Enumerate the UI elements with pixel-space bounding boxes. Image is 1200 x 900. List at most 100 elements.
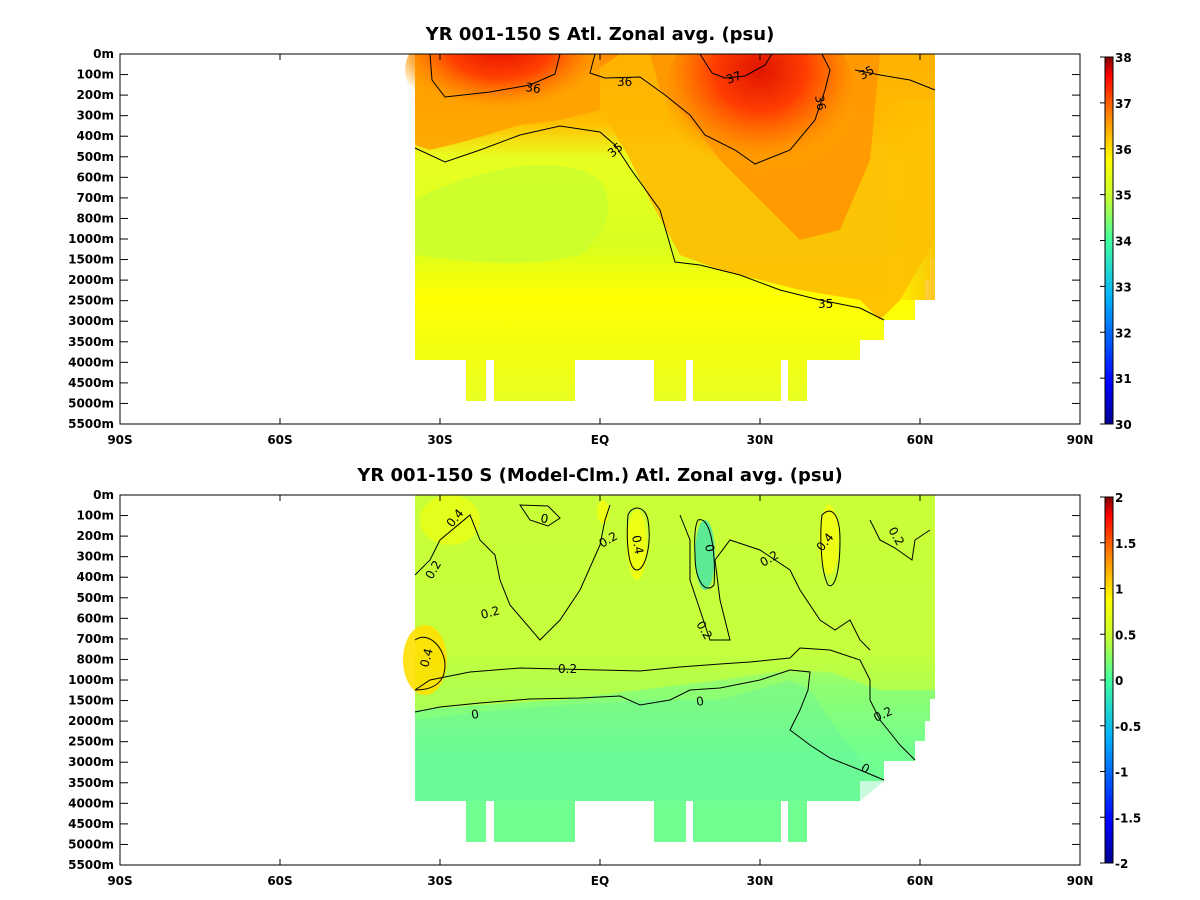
contour-0.4-ne — [820, 510, 841, 587]
colorbar-tick-label: 31 — [1115, 372, 1132, 386]
positive-bias-band — [415, 495, 935, 710]
y-tick-label: 4500m — [68, 817, 114, 831]
contour-0-small — [519, 504, 561, 527]
contour-0.2-mid — [679, 514, 871, 651]
contour-label: 0.2 — [558, 662, 577, 676]
x-tick-label: 90S — [107, 874, 132, 888]
x-tick-label: 90N — [1067, 874, 1094, 888]
colorbar-gradient — [1104, 56, 1114, 425]
colorbar-tick-label: -2 — [1115, 857, 1128, 871]
y-tick-label: 400m — [76, 129, 114, 143]
contour-label: 36 — [617, 75, 632, 89]
x-tick-label: 60S — [267, 433, 292, 447]
contour-0.2-ne — [869, 519, 931, 561]
anomaly-negative — [695, 520, 715, 590]
y-tick-label: 200m — [76, 88, 114, 102]
contour-label: 0 — [470, 707, 480, 722]
y-tick-label: 700m — [76, 632, 114, 646]
colorbar-tick-label: 0.5 — [1115, 628, 1136, 642]
y-tick-label: 1500m — [68, 253, 114, 267]
x-tick-label: 60S — [267, 874, 292, 888]
colorbar-tick-label: 33 — [1115, 280, 1132, 294]
y-tick-label: 5000m — [68, 837, 114, 851]
y-tick-label: 5500m — [68, 417, 114, 431]
chart-title-bottom: YR 001-150 S (Model-Clm.) Atl. Zonal avg… — [356, 465, 842, 486]
contour-36-south — [429, 54, 561, 98]
x-tick-label: 30S — [427, 874, 452, 888]
anomaly-stripe — [627, 510, 647, 580]
contour-label: 0 — [702, 543, 717, 553]
x-axis-bottom: 90S 60S 30S EQ 30N 60N 90N — [107, 495, 1093, 888]
y-tick-label: 4000m — [68, 355, 114, 369]
north-edge-band — [880, 100, 935, 300]
y-tick-label: 600m — [76, 170, 114, 184]
contour-0.4-left — [414, 637, 446, 691]
y-tick-label: 4500m — [68, 376, 114, 390]
contour-label: 35 — [857, 63, 877, 83]
x-axis-top: 90S 60S 30S EQ 30N 60N 90N — [107, 54, 1093, 447]
colorbar-tick-label: 30 — [1115, 418, 1132, 432]
y-tick-label: 2000m — [68, 714, 114, 728]
contour-label: 37 — [724, 68, 743, 86]
contours-bottom — [414, 504, 931, 781]
colorbar-tick-label: 1.5 — [1115, 537, 1136, 551]
colorbar-tick-label: -1 — [1115, 766, 1128, 780]
colorbar-tick-label: 37 — [1115, 97, 1132, 111]
colorbar-tick-label: 38 — [1115, 51, 1132, 65]
anomaly-left — [403, 625, 447, 695]
contour-label: 0 — [539, 511, 549, 526]
x-tick-label: 60N — [907, 874, 934, 888]
contour-label: 0.4 — [629, 534, 646, 555]
y-tick-label: 600m — [76, 611, 114, 625]
y-tick-label: 1000m — [68, 232, 114, 246]
x-tick-label: 30N — [747, 433, 774, 447]
heatmap-top — [405, 54, 935, 401]
contour-label: 0.4 — [417, 647, 435, 669]
y-tick-label: 0m — [93, 47, 114, 61]
contour-label: 36 — [812, 94, 828, 111]
y-tick-label: 3000m — [68, 314, 114, 328]
colorbar-tick-label: 34 — [1115, 235, 1132, 249]
contour-35-nne — [854, 69, 936, 91]
anomaly-stripe — [819, 505, 839, 575]
anomaly-left-upper — [420, 495, 480, 545]
colorbar-tick-label: 0 — [1115, 674, 1123, 688]
y-axis-bottom: 0m 100m 200m 300m 400m 500m 600m 700m 800m 1000m 1… — [68, 488, 1080, 872]
x-tick-label: 90S — [107, 433, 132, 447]
panel-top: YR 001-150 S Atl. Zonal avg. (psu) 3 — [68, 24, 1132, 447]
y-tick-label: 300m — [76, 109, 114, 123]
colorbar-tick-label: 32 — [1115, 326, 1132, 340]
colorbar-tick-label: -1.5 — [1115, 811, 1141, 825]
y-tick-label: 1500m — [68, 694, 114, 708]
heatmap-bottom — [403, 495, 935, 842]
x-tick-label: 90N — [1067, 433, 1094, 447]
fresh-tongue — [415, 165, 609, 263]
chart-title-top: YR 001-150 S Atl. Zonal avg. (psu) — [425, 24, 775, 45]
contour-label: 0 — [695, 694, 705, 709]
colorbar-tick-label: 36 — [1115, 143, 1132, 157]
contour-37 — [699, 54, 773, 79]
y-tick-label: 100m — [76, 68, 114, 82]
contour-0.2-upper — [414, 504, 611, 641]
y-tick-label: 500m — [76, 150, 114, 164]
contour-35-upper — [414, 125, 885, 321]
contour-36-north — [589, 54, 831, 165]
x-tick-label: 60N — [907, 433, 934, 447]
contour-label: 36 — [525, 80, 542, 96]
y-tick-label: 4000m — [68, 796, 114, 810]
colorbar-tick-label: 1 — [1115, 583, 1123, 597]
y-tick-label: 800m — [76, 652, 114, 666]
panel-bottom: YR 001-150 S (Model-Clm.) Atl. Zonal avg… — [68, 465, 1141, 888]
x-tick-label: 30S — [427, 433, 452, 447]
y-tick-label: 0m — [93, 488, 114, 502]
contour-0-pocket — [694, 519, 715, 589]
colorbar-bottom: 2 1.5 1 0.5 0 -0.5 -1 -1.5 -2 — [1100, 491, 1141, 871]
x-tick-label: 30N — [747, 874, 774, 888]
y-tick-label: 2000m — [68, 273, 114, 287]
y-tick-label: 3000m — [68, 755, 114, 769]
contour-label: 0.2 — [479, 603, 501, 621]
y-tick-label: 3500m — [68, 335, 114, 349]
hot-spot-north — [665, 54, 855, 180]
y-tick-label: 2500m — [68, 294, 114, 308]
